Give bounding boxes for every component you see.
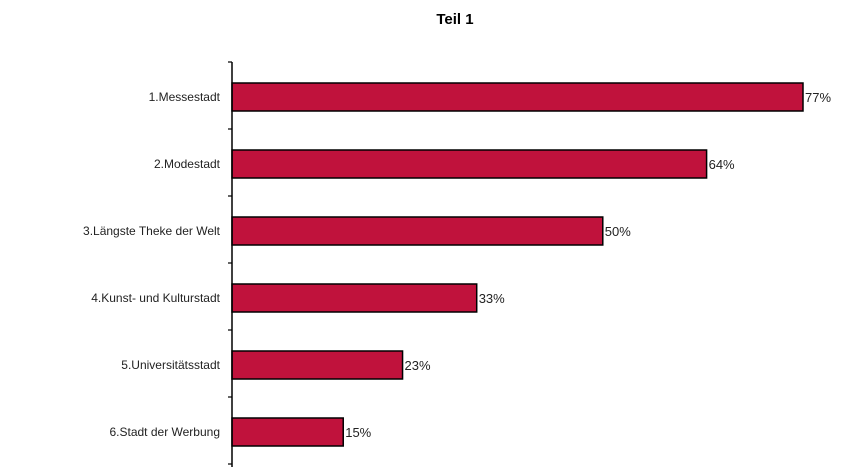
value-label: 33% [479,291,505,306]
chart-title: Teil 1 [436,11,473,28]
category-label: 6.Stadt der Werbung [109,425,220,439]
category-label: 5.Universitätsstadt [121,358,220,372]
y-axis-ticks [228,61,232,465]
category-label: 4.Kunst- und Kulturstadt [91,291,220,305]
value-label: 23% [405,358,431,373]
category-label: 3.Längste Theke der Welt [83,224,221,238]
value-label: 15% [345,425,371,440]
bar-4 [231,283,478,313]
value-labels: 77% 64% 50% 33% 23% 15% [345,90,831,440]
bar-6 [231,417,344,447]
category-label: 1.Messestadt [149,90,221,104]
bar-1 [231,82,804,112]
category-labels: 1.Messestadt 2.Modestadt 3.Längste Theke d… [83,90,221,439]
bars-layer [231,82,804,447]
bar-3 [231,216,604,246]
value-label: 77% [805,90,831,105]
bar-5 [231,350,404,380]
category-label: 2.Modestadt [154,157,221,171]
value-label: 50% [605,224,631,239]
value-label: 64% [709,157,735,172]
bar-2 [231,149,708,179]
